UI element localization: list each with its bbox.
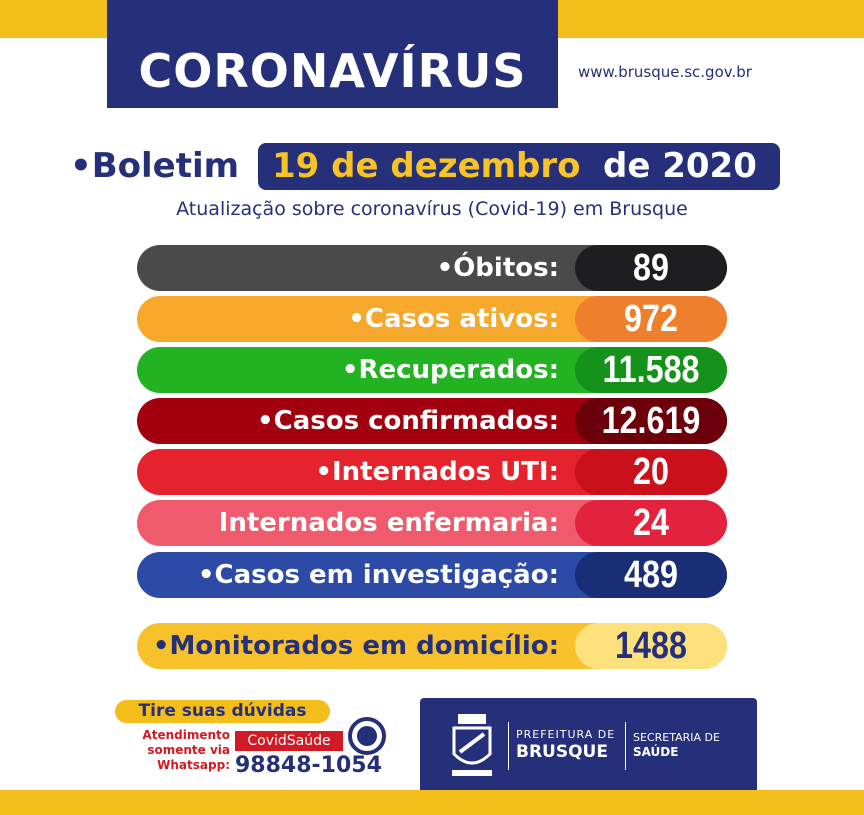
service-line: Atendimento	[142, 728, 230, 742]
value-pill	[575, 449, 727, 495]
value-pill	[575, 398, 727, 444]
stat-value: 1488	[615, 625, 687, 667]
stat-row: •Óbitos: 89	[137, 245, 727, 291]
stat-row: •Recuperados: 11.588	[137, 347, 727, 393]
stat-label: •Óbitos:	[436, 253, 559, 283]
value-pill	[575, 500, 727, 546]
subtitle: Atualização sobre coronavírus (Covid-19)…	[176, 198, 688, 220]
stat-value: 11.588	[602, 349, 700, 391]
dept-name: SAÚDE	[633, 745, 679, 759]
date: 19 de dezembro	[272, 146, 581, 186]
org-name: BRUSQUE	[516, 742, 608, 762]
stat-row: •Casos em investigação: 489	[137, 552, 727, 598]
org-line: PREFEITURA DE	[516, 728, 616, 741]
value-pill	[575, 347, 727, 393]
stat-row: •Casos ativos: 972	[137, 296, 727, 342]
phone: 98848-1054	[235, 753, 382, 778]
value-pill	[575, 296, 727, 342]
stat-label: •Casos ativos:	[348, 304, 559, 334]
stat-label: •Monitorados em domicílio:	[152, 631, 559, 661]
stat-label: •Casos em investigação:	[197, 560, 559, 590]
title: CORONAVÍRUS	[138, 44, 527, 98]
stat-row: •Monitorados em domicílio: 1488	[137, 623, 727, 669]
stat-value: 12.619	[601, 400, 701, 442]
divider	[625, 722, 626, 770]
year: de 2020	[603, 146, 757, 186]
service-line: Whatsapp:	[157, 758, 230, 772]
header-box	[107, 0, 558, 108]
stat-value: 20	[633, 451, 669, 493]
bottom-band	[0, 790, 864, 815]
value-pill	[575, 552, 727, 598]
stat-row: •Internados UTI: 20	[137, 449, 727, 495]
stat-value: 489	[624, 554, 678, 596]
value-pill	[575, 245, 727, 291]
whatsapp-icon	[348, 717, 386, 755]
contact-name: CovidSaúde	[235, 731, 343, 751]
divider	[508, 722, 509, 770]
date-box	[258, 143, 780, 190]
help-label: Tire suas dúvidas	[115, 700, 330, 723]
stat-label: •Recuperados:	[341, 355, 559, 385]
stat-row: •Casos confirmados: 12.619	[137, 398, 727, 444]
stat-row: Internados enfermaria: 24	[137, 500, 727, 546]
service-line: somente via	[147, 743, 230, 757]
stat-value: 89	[633, 247, 669, 289]
stat-label: Internados enfermaria:	[218, 508, 559, 538]
url: www.brusque.sc.gov.br	[578, 63, 752, 81]
stat-label: •Internados UTI:	[315, 457, 559, 487]
coat-of-arms	[452, 714, 492, 776]
value-pill	[575, 623, 727, 669]
stat-label: •Casos confirmados:	[257, 406, 559, 436]
bulletin-label: •Boletim	[70, 146, 240, 186]
stat-value: 972	[624, 298, 678, 340]
stat-value: 24	[633, 502, 669, 544]
dept-line: SECRETARIA DE	[633, 731, 720, 744]
service-note: Atendimento somente via Whatsapp:	[120, 728, 230, 773]
